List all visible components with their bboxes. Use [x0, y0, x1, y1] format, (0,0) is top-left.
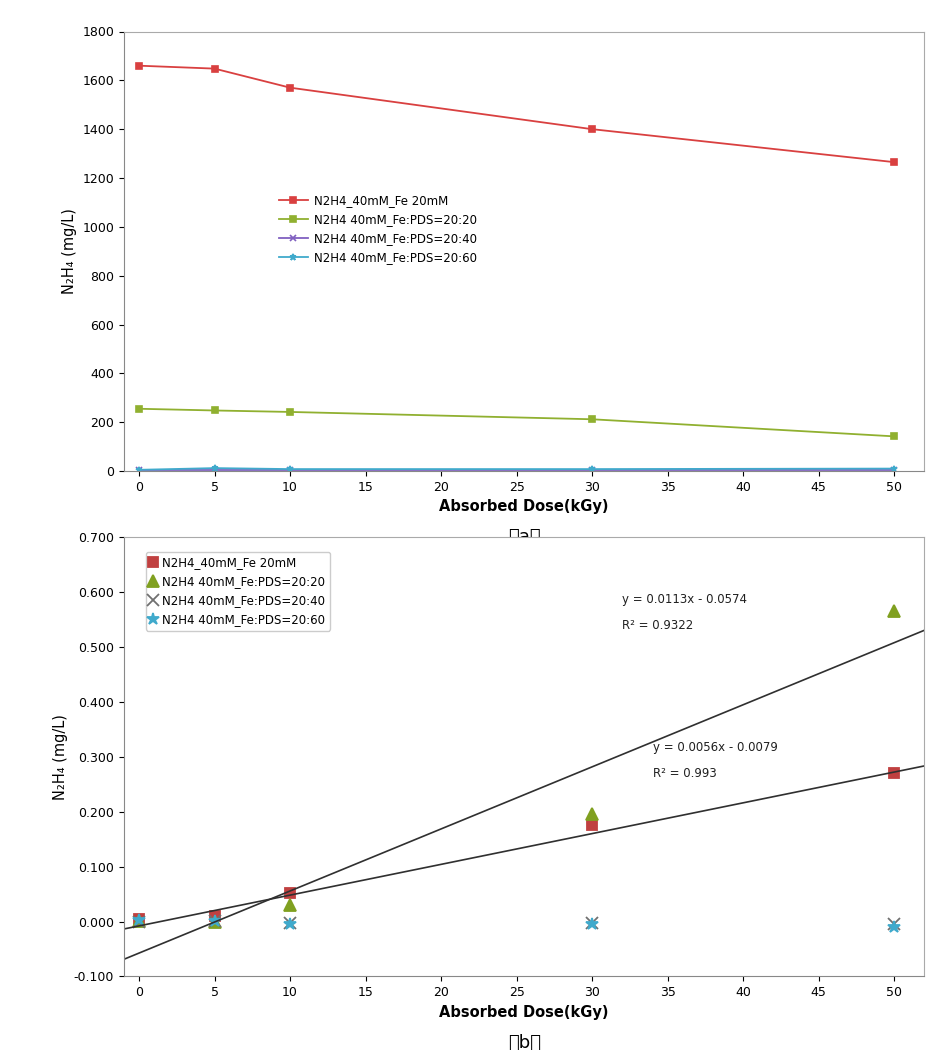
Text: R² = 0.993: R² = 0.993	[652, 768, 716, 780]
Legend: N2H4_40mM_Fe 20mM, N2H4 40mM_Fe:PDS=20:20, N2H4 40mM_Fe:PDS=20:40, N2H4 40mM_Fe:: N2H4_40mM_Fe 20mM, N2H4 40mM_Fe:PDS=20:2…	[146, 551, 329, 631]
N2H4_40mM_Fe 20mM	[887, 766, 899, 779]
Text: R² = 0.9322: R² = 0.9322	[622, 620, 693, 632]
N2H4 40mM_Fe:PDS=20:40	[585, 917, 597, 929]
N2H4_40mM_Fe 20mM	[284, 81, 295, 93]
Text: （a）: （a）	[507, 528, 540, 546]
N2H4 40mM_Fe:PDS=20:60	[585, 463, 597, 476]
N2H4 40mM_Fe:PDS=20:40	[133, 916, 145, 928]
N2H4 40mM_Fe:PDS=20:60	[284, 918, 295, 930]
N2H4 40mM_Fe:PDS=20:40	[208, 464, 220, 477]
X-axis label: Absorbed Dose(kGy): Absorbed Dose(kGy)	[439, 1005, 608, 1020]
N2H4 40mM_Fe:PDS=20:20	[133, 915, 145, 927]
N2H4 40mM_Fe:PDS=20:20	[585, 808, 597, 821]
Text: （b）: （b）	[507, 1033, 540, 1050]
N2H4_40mM_Fe 20mM	[208, 62, 220, 75]
X-axis label: Absorbed Dose(kGy): Absorbed Dose(kGy)	[439, 500, 608, 514]
N2H4 40mM_Fe:PDS=20:60	[284, 463, 295, 476]
N2H4 40mM_Fe:PDS=20:60	[133, 463, 145, 476]
N2H4 40mM_Fe:PDS=20:20	[585, 413, 597, 425]
Line: N2H4 40mM_Fe:PDS=20:60: N2H4 40mM_Fe:PDS=20:60	[132, 915, 900, 933]
N2H4 40mM_Fe:PDS=20:40	[585, 464, 597, 477]
N2H4_40mM_Fe 20mM	[133, 60, 145, 72]
N2H4 40mM_Fe:PDS=20:60	[585, 918, 597, 930]
N2H4 40mM_Fe:PDS=20:20	[208, 404, 220, 417]
N2H4_40mM_Fe 20mM	[887, 155, 899, 168]
Line: N2H4 40mM_Fe:PDS=20:60: N2H4 40mM_Fe:PDS=20:60	[135, 465, 897, 474]
N2H4 40mM_Fe:PDS=20:60	[887, 921, 899, 933]
N2H4_40mM_Fe 20mM	[133, 912, 145, 925]
N2H4_40mM_Fe 20mM	[208, 909, 220, 922]
N2H4_40mM_Fe 20mM	[585, 123, 597, 135]
N2H4 40mM_Fe:PDS=20:60	[133, 915, 145, 927]
N2H4 40mM_Fe:PDS=20:20	[887, 605, 899, 617]
N2H4 40mM_Fe:PDS=20:60	[208, 915, 220, 927]
N2H4 40mM_Fe:PDS=20:40	[887, 918, 899, 930]
N2H4 40mM_Fe:PDS=20:20	[284, 405, 295, 418]
Y-axis label: N₂H₄ (mg/L): N₂H₄ (mg/L)	[62, 208, 77, 294]
Line: N2H4 40mM_Fe:PDS=20:40: N2H4 40mM_Fe:PDS=20:40	[135, 467, 897, 474]
Line: N2H4 40mM_Fe:PDS=20:20: N2H4 40mM_Fe:PDS=20:20	[133, 606, 899, 927]
N2H4 40mM_Fe:PDS=20:60	[887, 462, 899, 475]
Y-axis label: N₂H₄ (mg/L): N₂H₄ (mg/L)	[53, 714, 69, 800]
Line: N2H4 40mM_Fe:PDS=20:40: N2H4 40mM_Fe:PDS=20:40	[133, 916, 899, 930]
N2H4 40mM_Fe:PDS=20:20	[284, 899, 295, 911]
Line: N2H4_40mM_Fe 20mM: N2H4_40mM_Fe 20mM	[135, 62, 897, 166]
Line: N2H4 40mM_Fe:PDS=20:20: N2H4 40mM_Fe:PDS=20:20	[135, 405, 897, 440]
N2H4 40mM_Fe:PDS=20:20	[133, 402, 145, 415]
N2H4 40mM_Fe:PDS=20:40	[887, 464, 899, 477]
N2H4_40mM_Fe 20mM	[585, 819, 597, 832]
Text: y = 0.0113x - 0.0574: y = 0.0113x - 0.0574	[622, 592, 746, 606]
N2H4 40mM_Fe:PDS=20:40	[284, 464, 295, 477]
N2H4 40mM_Fe:PDS=20:20	[208, 916, 220, 928]
Legend: N2H4_40mM_Fe 20mM, N2H4 40mM_Fe:PDS=20:20, N2H4 40mM_Fe:PDS=20:40, N2H4 40mM_Fe:: N2H4_40mM_Fe 20mM, N2H4 40mM_Fe:PDS=20:2…	[273, 190, 482, 269]
N2H4_40mM_Fe 20mM	[284, 886, 295, 899]
Text: y = 0.0056x - 0.0079: y = 0.0056x - 0.0079	[652, 741, 777, 754]
N2H4 40mM_Fe:PDS=20:40	[208, 915, 220, 927]
N2H4 40mM_Fe:PDS=20:40	[133, 464, 145, 477]
Line: N2H4_40mM_Fe 20mM: N2H4_40mM_Fe 20mM	[134, 769, 898, 924]
N2H4 40mM_Fe:PDS=20:60	[208, 462, 220, 475]
N2H4 40mM_Fe:PDS=20:20	[887, 430, 899, 443]
N2H4 40mM_Fe:PDS=20:40	[284, 917, 295, 929]
